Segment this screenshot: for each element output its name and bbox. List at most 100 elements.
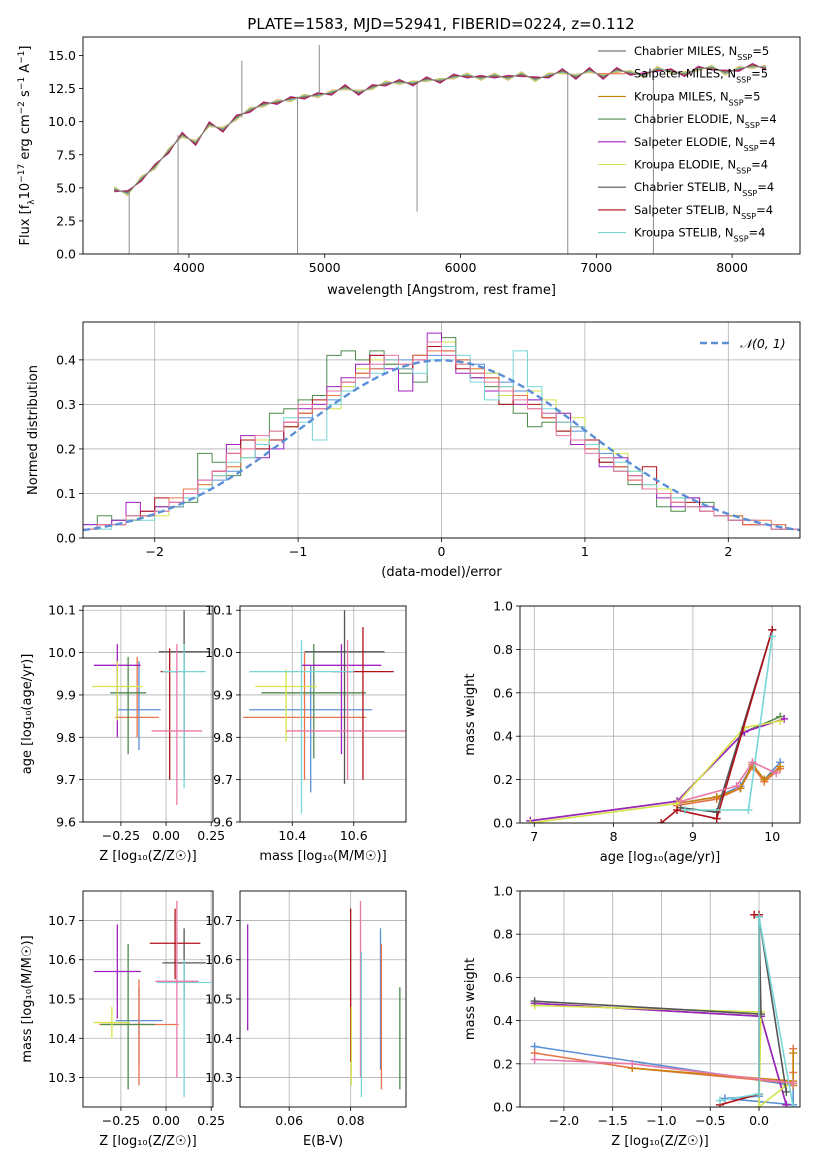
x-tick-label: 4000 — [173, 260, 205, 275]
x-tick-label: −0.25 — [102, 828, 140, 843]
y-tick-label: 0.0 — [493, 816, 513, 831]
x-axis-label: (data-model)/error — [381, 565, 502, 580]
errorbar-point — [249, 639, 354, 814]
y-axis-label-part: 10 — [18, 183, 33, 200]
x-tick-label: 1 — [581, 544, 589, 559]
legend-label-text: Chabrier STELIB, N — [634, 180, 742, 194]
legend-label-tail: =5 — [744, 89, 761, 103]
marks — [93, 900, 212, 1098]
errorbar-point — [117, 661, 161, 750]
grid — [240, 891, 406, 1107]
y-tick-label: 9.7 — [213, 772, 233, 787]
weight-series-line — [676, 762, 781, 805]
plus-marker — [673, 805, 682, 814]
y-tick-label: 0.6 — [493, 685, 513, 700]
chart-z-weight: −2.0 −1.5 −1.0 −0.5 0.0 0.0 0.2 0.4 0.6 0.8 1.0 Z [… — [463, 884, 801, 1149]
marks — [526, 625, 789, 823]
x-axis-label: E(B-V) — [303, 1134, 343, 1149]
x-axis-label: age [log₁₀(age/yr)] — [600, 850, 721, 865]
marks — [530, 910, 798, 1107]
plus-marker — [526, 819, 535, 823]
legend-label: Chabrier MILES, NSSP=5 — [634, 44, 769, 62]
errorbar-point — [93, 924, 141, 1019]
legend-label: Salpeter MILES, NSSP=5 — [634, 67, 768, 85]
y-tick-label: 15.0 — [48, 48, 76, 63]
plus-marker — [716, 1096, 724, 1105]
legend-label-text: Chabrier MILES, N — [634, 44, 737, 58]
y-tick-label: 1.0 — [493, 599, 513, 614]
y-tick-label: 5.0 — [56, 180, 76, 195]
errorbar-point — [110, 656, 147, 755]
plus-marker — [789, 1049, 798, 1057]
plot-frame — [239, 890, 407, 1108]
x-tick-label: 9 — [689, 829, 697, 844]
y-tick-label: 12.5 — [48, 81, 76, 96]
marks — [83, 332, 800, 538]
x-tick-label: 0.08 — [337, 1113, 365, 1128]
y-axis-label-part: ] — [18, 46, 33, 51]
x-tick-label: 5000 — [309, 260, 341, 275]
x-tick-label: −1.0 — [646, 1113, 676, 1128]
y-axis-label-part: −1 — [17, 77, 27, 90]
x-tick-label: 10 — [764, 829, 780, 844]
marks — [92, 610, 210, 806]
x-tick-label: 0.0 — [749, 1113, 769, 1128]
y-tick-label: 10.6 — [48, 952, 76, 967]
x-tick-label: 0.25 — [197, 1113, 225, 1128]
x-tick-label: −2 — [145, 544, 163, 559]
x-tick-label: 0.00 — [152, 828, 180, 843]
plus-marker — [782, 1087, 791, 1096]
plus-marker — [750, 910, 759, 919]
legend-label: 𝒩(0, 1) — [740, 336, 786, 351]
y-axis-label-part: −2 — [17, 101, 27, 114]
legend: 𝒩(0, 1) — [700, 336, 786, 351]
plus-marker — [732, 782, 741, 791]
plus-marker — [720, 1094, 729, 1103]
x-tick-label: 0.25 — [197, 828, 225, 843]
figure-title: PLATE=1583, MJD=52941, FIBERID=0224, z=0… — [247, 15, 634, 33]
errorbar-point — [286, 639, 406, 780]
errorbar-point — [151, 644, 203, 806]
legend-label-sub: SSP — [741, 211, 756, 220]
x-axis-label: Z [log₁₀(Z/Z☉)] — [99, 849, 196, 864]
legend-label-tail: =5 — [752, 44, 769, 58]
weight-series-line — [534, 916, 788, 1093]
x-axis-label: wavelength [Angstrom, rest frame] — [327, 283, 556, 298]
y-tick-label: 10.4 — [48, 1031, 76, 1046]
model-spectrum-line — [113, 64, 767, 196]
x-tick-label: −2.0 — [549, 1113, 579, 1128]
legend-label-tail: =5 — [751, 67, 768, 81]
chart-ebv-mass: 0.06 0.08 10.3 10.4 10.5 10.6 10.7 E(B-V) — [205, 890, 407, 1149]
weight-series-line — [632, 1053, 794, 1086]
legend-label-tail: =4 — [751, 158, 768, 172]
plot-frame — [82, 890, 214, 1108]
errorbar-point — [301, 644, 382, 755]
y-tick-label: 10.4 — [205, 1031, 233, 1046]
x-tick-label: −1 — [289, 544, 307, 559]
y-tick-label: 0.8 — [493, 927, 513, 942]
y-tick-label: 10.3 — [205, 1070, 233, 1085]
y-tick-label: 0.2 — [493, 772, 513, 787]
legend-label: Kroupa STELIB, NSSP=4 — [634, 226, 765, 244]
chart-residuals: −2 −1 0 1 2 0.0 0.1 0.2 0.3 0.4 (data-model)/error… — [26, 321, 801, 580]
y-axis-label: Normed distribution — [26, 365, 41, 495]
chart-mass-age: 10.4 10.6 9.6 9.7 9.8 9.9 10.0 10.1 mass [log₁₀(… — [205, 603, 407, 864]
y-tick-label: 9.8 — [213, 730, 233, 745]
legend-label-tail: =4 — [749, 226, 766, 240]
legend-label-tail: =4 — [759, 135, 776, 149]
y-axis-label: mass weight — [463, 958, 478, 1040]
y-tick-label: 0.0 — [56, 531, 76, 546]
y-tick-label: 9.9 — [213, 687, 233, 702]
legend-label-sub: SSP — [742, 189, 757, 198]
y-tick-label: 9.8 — [56, 730, 76, 745]
chart-spectrum: 4000 5000 6000 7000 8000 0.0 2.5 5.0 7.5 10.0 12.5… — [17, 36, 801, 298]
plus-marker — [755, 912, 764, 921]
x-tick-label: 8 — [610, 829, 618, 844]
legend-label-sub: SSP — [736, 166, 751, 175]
plus-marker — [776, 717, 785, 726]
legend-label-text: Salpeter ELODIE, N — [634, 135, 744, 149]
chart-z-age: −0.25 0.00 0.25 9.6 9.7 9.8 9.9 10.0 10.1 Z [log₁… — [20, 603, 225, 864]
model-spectrum-line — [114, 64, 767, 193]
plus-marker — [744, 805, 753, 814]
legend-label: Chabrier STELIB, NSSP=4 — [634, 180, 774, 198]
